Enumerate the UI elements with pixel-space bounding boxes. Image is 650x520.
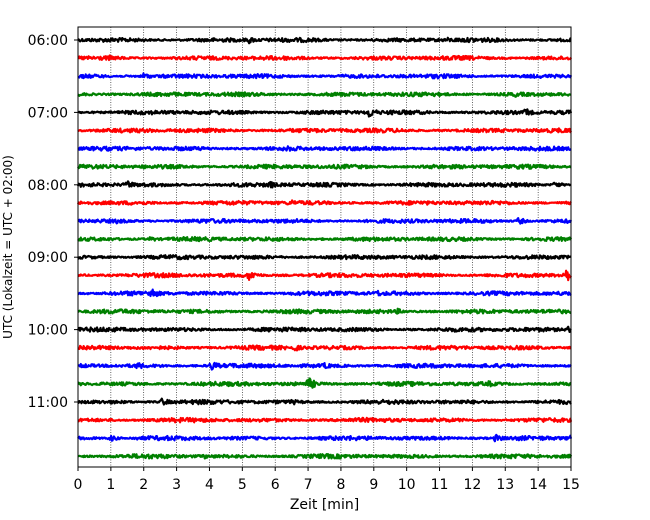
trace-0945 bbox=[77, 307, 572, 315]
trace-0715 bbox=[77, 127, 572, 134]
grid-lines bbox=[110, 27, 539, 467]
x-tick-label: 13 bbox=[496, 477, 514, 493]
trace-1030 bbox=[77, 361, 572, 371]
trace-0615 bbox=[77, 54, 572, 62]
trace-0900 bbox=[76, 254, 572, 261]
trace-0915 bbox=[77, 269, 572, 282]
x-tick-label: 6 bbox=[271, 477, 280, 493]
trace-1100 bbox=[77, 397, 572, 406]
y-tick-label: 06:00 bbox=[28, 33, 68, 49]
trace-0845 bbox=[77, 235, 573, 243]
traces bbox=[76, 36, 573, 460]
trace-1015 bbox=[77, 344, 572, 352]
trace-0630 bbox=[77, 72, 573, 80]
trace-1000 bbox=[76, 325, 572, 333]
trace-0930 bbox=[77, 288, 572, 298]
x-tick-label: 7 bbox=[304, 477, 313, 493]
x-tick-label: 15 bbox=[562, 477, 580, 493]
y-tick-label: 11:00 bbox=[28, 395, 68, 411]
trace-0645 bbox=[77, 91, 572, 98]
y-tick-label: 07:00 bbox=[28, 105, 68, 121]
trace-0745 bbox=[77, 163, 572, 170]
y-axis: 06:00 07:00 08:00 09:00 10:00 11:00 bbox=[28, 33, 78, 411]
trace-0815 bbox=[76, 199, 572, 206]
x-tick-label: 9 bbox=[369, 477, 378, 493]
y-axis-label: UTC (Lokalzeit = UTC + 02:00) bbox=[1, 155, 15, 339]
trace-0600 bbox=[77, 36, 572, 45]
x-tick-label: 14 bbox=[529, 477, 547, 493]
x-tick-label: 10 bbox=[398, 477, 416, 493]
trace-0700 bbox=[77, 108, 573, 118]
trace-0830 bbox=[77, 217, 573, 225]
x-tick-label: 0 bbox=[74, 477, 83, 493]
trace-0800 bbox=[76, 180, 572, 189]
trace-0730 bbox=[77, 145, 572, 152]
x-tick-label: 1 bbox=[106, 477, 115, 493]
x-tick-label: 8 bbox=[336, 477, 345, 493]
x-tick-label: 3 bbox=[172, 477, 181, 493]
x-tick-label: 5 bbox=[238, 477, 247, 493]
x-tick-label: 11 bbox=[431, 477, 449, 493]
x-tick-label: 2 bbox=[139, 477, 148, 493]
y-tick-label: 10:00 bbox=[28, 323, 68, 339]
trace-1045 bbox=[77, 377, 572, 389]
plot-frame bbox=[77, 26, 572, 468]
trace-1145 bbox=[77, 453, 573, 460]
y-tick-label: 09:00 bbox=[28, 250, 68, 266]
trace-1115 bbox=[77, 416, 573, 424]
x-axis-label: Zeit [min] bbox=[290, 497, 359, 513]
x-axis: 0 1 2 3 4 5 6 7 8 9 10 11 12 13 14 15 bbox=[74, 467, 580, 493]
trace-1130 bbox=[77, 433, 573, 443]
y-tick-label: 08:00 bbox=[28, 178, 68, 194]
x-tick-label: 12 bbox=[463, 477, 481, 493]
x-tick-label: 4 bbox=[205, 477, 214, 493]
